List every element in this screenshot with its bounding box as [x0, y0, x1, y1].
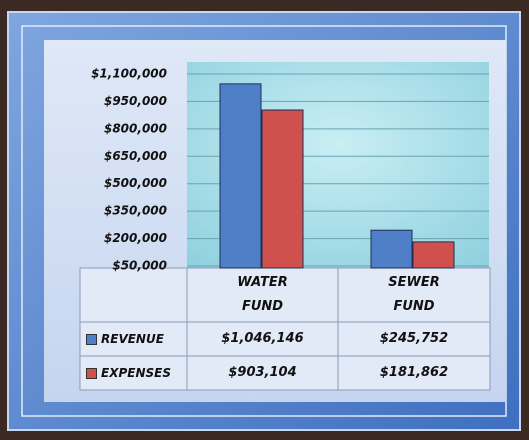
table-value-text: $245,752	[379, 331, 449, 346]
table-value-text: $181,862	[379, 365, 449, 380]
legend-swatch	[86, 367, 97, 379]
table-value-text: $1,046,146	[221, 331, 304, 346]
table-value: $903,104	[187, 356, 338, 390]
y-tick-label: $1,100,000	[91, 67, 167, 81]
y-tick-label: $800,000	[104, 121, 167, 135]
legend-swatch	[86, 333, 97, 345]
table-value: $181,862	[338, 356, 490, 390]
y-tick-label: $500,000	[104, 176, 167, 190]
y-tick-label: $950,000	[104, 94, 167, 108]
legend-label: EXPENSES	[101, 366, 171, 380]
legend-entry: EXPENSES	[80, 356, 187, 390]
bar	[412, 241, 455, 269]
x-tick-label: WATER FUND	[217, 268, 308, 322]
table-value: $245,752	[338, 322, 490, 356]
x-tick-label-text: SEWER FUND	[388, 275, 440, 314]
x-tick-label: SEWER FUND	[368, 268, 460, 322]
legend-entry: REVENUE	[80, 322, 187, 356]
x-tick-label-text: WATER FUND	[237, 275, 288, 314]
legend-label: REVENUE	[101, 332, 164, 346]
y-tick-label: $50,000	[112, 259, 167, 273]
bar	[261, 109, 304, 269]
y-tick-label: $200,000	[104, 231, 167, 245]
y-tick-label: $350,000	[104, 204, 167, 218]
table-value-text: $903,104	[228, 365, 297, 380]
bar	[219, 83, 262, 269]
data-table	[79, 267, 491, 391]
bar	[370, 229, 413, 269]
y-tick-label: $650,000	[104, 149, 167, 163]
table-value: $1,046,146	[187, 322, 338, 356]
